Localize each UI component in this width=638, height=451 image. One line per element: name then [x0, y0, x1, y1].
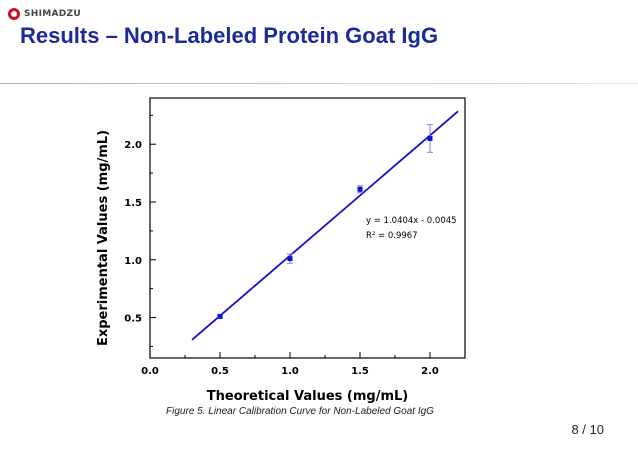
figure-caption: Figure 5. Linear Calibration Curve for N…: [166, 406, 434, 417]
y-axis-label: Experimental Values (mg/mL): [96, 130, 111, 346]
fit-equation: y = 1.0404x - 0.0045: [366, 216, 457, 226]
x-tick-label: 1.0: [281, 366, 299, 377]
r-squared: R² = 0.9967: [366, 231, 418, 241]
y-tick-label: 1.5: [124, 198, 142, 209]
y-tick-label: 1.0: [124, 256, 142, 267]
data-point: [287, 256, 293, 262]
shimadzu-logo: SHIMADZU: [8, 8, 81, 20]
data-point: [427, 135, 433, 141]
logo-text: SHIMADZU: [24, 9, 81, 19]
y-tick-label: 0.5: [124, 314, 142, 325]
x-tick-label: 0.0: [141, 366, 159, 377]
slide-title: Results – Non-Labeled Protein Goat IgG: [20, 23, 439, 48]
shimadzu-logo-icon: [8, 8, 20, 20]
plot-frame: [149, 97, 466, 359]
title-divider: [0, 83, 638, 84]
y-tick-label: 2.0: [124, 140, 142, 151]
x-tick-label: 2.0: [421, 366, 439, 377]
data-point: [357, 186, 363, 192]
page-number: 8 / 10: [571, 422, 604, 437]
fit-line: [191, 110, 459, 341]
x-tick-label: 0.5: [211, 366, 229, 377]
x-tick-label: 1.5: [351, 366, 369, 377]
x-axis-label: Theoretical Values (mg/mL): [207, 389, 408, 404]
data-point: [217, 313, 223, 319]
